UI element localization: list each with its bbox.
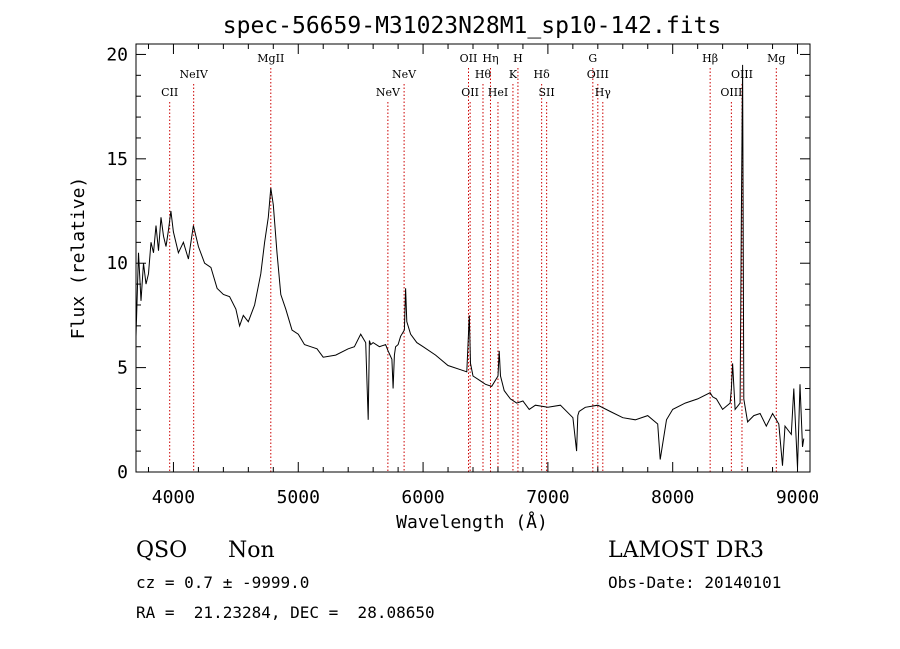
survey-label: LAMOST DR3 (608, 538, 764, 563)
x-tick-label: 4000 (152, 487, 195, 508)
coordinates: RA = 21.23284, DEC = 28.08650 (136, 603, 435, 622)
line-label: CII (161, 86, 178, 99)
observation-date: Obs-Date: 20140101 (608, 573, 782, 592)
line-label: Hθ (475, 68, 492, 81)
x-tick-label: 8000 (651, 487, 694, 508)
line-label: SII (539, 86, 555, 99)
line-label: OII (460, 52, 478, 65)
y-axis: 0 5 10 15 20 (106, 44, 810, 483)
line-label: MgII (257, 52, 284, 65)
line-label: NeV (376, 86, 401, 99)
line-label: H (513, 52, 523, 65)
chart-title: spec-56659-M31023N28M1_sp10-142.fits (223, 13, 722, 39)
object-class: QSO (136, 538, 188, 563)
plot-frame (135, 43, 811, 473)
x-tick-label: 6000 (401, 487, 444, 508)
y-tick-label: 15 (106, 149, 128, 170)
x-tick-label: 9000 (776, 487, 819, 508)
line-label: NeV (392, 68, 417, 81)
line-label: NeIV (179, 68, 208, 81)
y-axis-label: Flux (relative) (68, 177, 89, 340)
x-axis-label: Wavelength (Å) (396, 511, 548, 533)
y-tick-label: 20 (106, 44, 128, 65)
line-label: OII (461, 86, 479, 99)
redshift-cz: cz = 0.7 ± -9999.0 (136, 573, 310, 592)
y-tick-label: 0 (117, 462, 128, 483)
line-label: OIII (587, 68, 609, 81)
x-tick-label: 7000 (526, 487, 569, 508)
line-label: Hγ (595, 86, 612, 99)
spectrum-line (135, 64, 805, 468)
line-label: Hη (482, 52, 498, 65)
line-label: Hδ (534, 68, 551, 81)
line-label: K (509, 68, 518, 81)
line-label: Hβ (702, 52, 718, 65)
line-label: Mg (767, 52, 785, 65)
x-tick-label: 5000 (277, 487, 320, 508)
line-label: OIII (720, 86, 742, 99)
object-subclass: Non (228, 538, 275, 563)
line-label: G (588, 52, 597, 65)
line-label: HeI (488, 86, 508, 99)
y-tick-label: 10 (106, 253, 128, 274)
line-label: OIII (731, 68, 753, 81)
y-tick-label: 5 (117, 358, 128, 379)
x-axis: 4000 5000 6000 7000 8000 9000 (147, 44, 819, 508)
